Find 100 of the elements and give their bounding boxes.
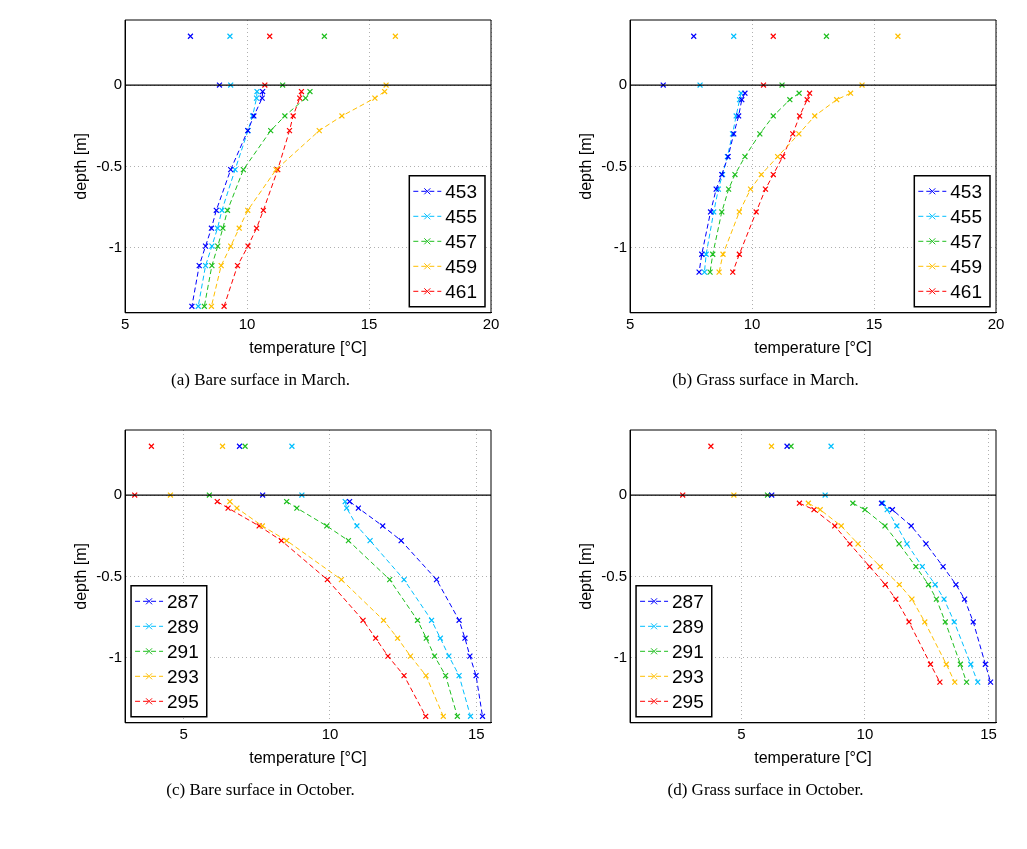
- point: [428, 617, 435, 624]
- point: [472, 672, 480, 679]
- y-tick-label: 0: [113, 75, 123, 93]
- legend-label: 455: [445, 205, 477, 227]
- point: [896, 581, 903, 588]
- legend-label: 287: [672, 590, 704, 612]
- point: [302, 95, 309, 102]
- text: (b) Grass surface in March.: [671, 370, 860, 390]
- point: [236, 443, 243, 450]
- point: [431, 653, 438, 660]
- y-axis-title: depth [m]: [577, 133, 595, 200]
- point: [796, 500, 803, 507]
- point: [359, 617, 367, 624]
- point: [796, 112, 803, 120]
- point: [208, 303, 215, 310]
- y-axis-title: depth [m]: [72, 543, 90, 610]
- point: [226, 498, 233, 505]
- x-tick-label: 20: [987, 314, 1005, 332]
- point: [933, 596, 940, 603]
- point: [422, 672, 430, 679]
- point: [234, 262, 241, 269]
- legend-label: 453: [445, 180, 477, 202]
- point: [770, 112, 777, 120]
- y-axis-title: depth [m]: [72, 133, 90, 200]
- legend-label: 461: [445, 280, 477, 302]
- y-tick-label: -0.5: [601, 566, 628, 584]
- text: (c) Bare surface in October.: [165, 780, 356, 800]
- y-tick-label: -1: [108, 237, 123, 255]
- legend-label: 459: [950, 255, 982, 277]
- point: [218, 262, 225, 269]
- point: [355, 505, 362, 512]
- point: [747, 186, 754, 193]
- point: [281, 112, 288, 120]
- y-tick-label: -0.5: [96, 156, 123, 174]
- point: [982, 661, 989, 668]
- legend-label: 455: [950, 205, 982, 227]
- point: [725, 186, 732, 193]
- point: [188, 303, 195, 310]
- point: [218, 207, 225, 214]
- point: [861, 506, 869, 513]
- point: [854, 540, 862, 547]
- legend-label: 459: [445, 255, 477, 277]
- point: [232, 166, 239, 173]
- point: [187, 33, 194, 40]
- y-tick-label: 0: [113, 485, 123, 503]
- x-tick-label: 5: [737, 724, 746, 742]
- point: [882, 581, 889, 588]
- y-tick-label: -1: [613, 237, 628, 255]
- point: [701, 269, 708, 276]
- point: [372, 635, 379, 642]
- point: [908, 522, 915, 530]
- point: [770, 171, 777, 178]
- point: [219, 225, 226, 232]
- point: [789, 130, 796, 137]
- point: [817, 506, 824, 513]
- x-tick-label: 15: [865, 314, 883, 332]
- legend-label: 457: [445, 230, 477, 252]
- point: [321, 33, 328, 40]
- point: [762, 186, 769, 193]
- point: [467, 713, 474, 720]
- point: [957, 661, 964, 668]
- point: [379, 522, 386, 530]
- point: [987, 679, 994, 686]
- point: [963, 679, 970, 686]
- point: [226, 33, 234, 40]
- point: [741, 153, 749, 160]
- x-tick-label: 5: [120, 314, 130, 332]
- point: [433, 576, 440, 583]
- point: [306, 88, 314, 95]
- x-axis-title: temperature [°C]: [249, 338, 367, 356]
- point: [288, 443, 295, 450]
- x-tick-label: 5: [179, 724, 188, 742]
- point: [731, 171, 739, 178]
- point: [290, 112, 297, 120]
- legend-label: 293: [167, 665, 199, 687]
- point: [912, 563, 919, 570]
- point: [823, 33, 830, 40]
- point: [927, 661, 934, 668]
- point: [242, 443, 249, 450]
- point: [196, 262, 203, 269]
- point: [893, 522, 900, 530]
- y-tick-label: 0: [618, 485, 628, 503]
- x-tick-label: 20: [482, 314, 500, 332]
- x-tick-label: 15: [980, 724, 997, 742]
- point: [831, 522, 838, 530]
- y-tick-label: -0.5: [601, 156, 628, 174]
- text: (d) Grass surface in October.: [666, 780, 865, 800]
- x-tick-label: 15: [468, 724, 485, 742]
- point: [903, 540, 911, 547]
- x-axis-title: temperature [°C]: [754, 338, 872, 356]
- point: [219, 443, 226, 450]
- point: [952, 581, 960, 588]
- point: [414, 617, 421, 624]
- legend-label: 293: [672, 665, 704, 687]
- point: [456, 617, 463, 624]
- point: [227, 243, 234, 250]
- point: [208, 262, 215, 269]
- point: [214, 243, 221, 250]
- point: [877, 563, 884, 570]
- x-tick-label: 10: [743, 314, 761, 332]
